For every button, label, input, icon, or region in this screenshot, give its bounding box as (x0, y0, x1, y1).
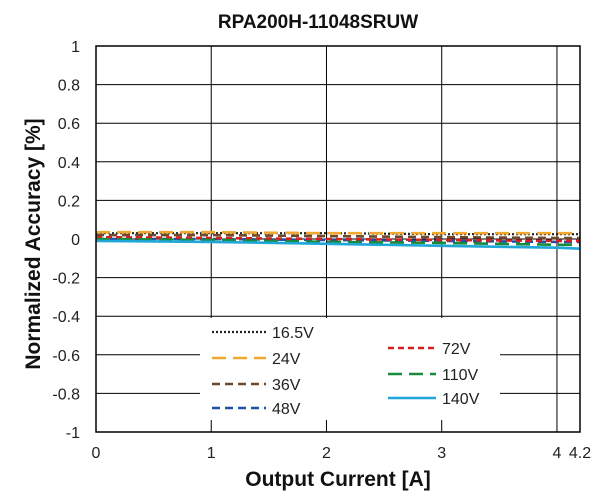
x-tick-label: 1 (207, 445, 216, 462)
y-tick-label: 0.2 (58, 193, 80, 210)
y-tick-label: 0 (71, 232, 80, 249)
series-group (95, 230, 581, 250)
x-tick-label: 0 (92, 445, 101, 462)
legend-label-16.5V: 16.5V (272, 325, 314, 342)
x-tick-label: 3 (437, 445, 446, 462)
legend-label-48V: 48V (272, 401, 301, 418)
y-axis-label: Normalized Accuracy [%] (22, 118, 45, 369)
x-tick-labels: 0 1 2 3 4 4.2 (92, 445, 592, 462)
y-tick-label: -0.4 (52, 309, 80, 326)
series-line-140V (95, 239, 581, 250)
x-tick-label: 4.2 (569, 445, 591, 462)
legend-label-36V: 36V (272, 377, 301, 394)
y-tick-label: -1 (66, 425, 80, 442)
legend-background (200, 318, 500, 420)
legend-label-110V: 110V (442, 367, 479, 384)
y-tick-labels: -1 -0.8 -0.6 -0.4 -0.2 0 0.2 0.4 0.6 0.8 1 (52, 39, 80, 442)
y-tick-label: 1 (71, 39, 80, 56)
y-tick-label: -0.8 (52, 386, 80, 403)
y-tick-label: -0.2 (52, 271, 80, 288)
plot-area (95, 45, 581, 433)
series-line-36V (96, 233, 580, 240)
y-tick-label: 0.8 (58, 78, 80, 95)
y-tick-label: 0.6 (58, 116, 80, 133)
chart-title: RPA200H-11048SRUW (218, 12, 418, 33)
y-tick-label: 0.4 (58, 155, 80, 172)
series-line-110V (95, 237, 580, 247)
x-axis-label: Output Current [A] (245, 468, 430, 491)
legend-label-24V: 24V (272, 351, 301, 368)
legend-label-72V: 72V (442, 341, 471, 358)
x-tick-label: 4 (552, 445, 561, 462)
series-line-24V (96, 230, 580, 235)
series-line-72V (95, 235, 580, 243)
y-tick-label: -0.6 (52, 348, 80, 365)
x-tick-label: 2 (322, 445, 331, 462)
legend-label-140V: 140V (442, 391, 480, 408)
legend: 16.5V 24V 36V 48V 72V 110V 140V (200, 318, 500, 420)
